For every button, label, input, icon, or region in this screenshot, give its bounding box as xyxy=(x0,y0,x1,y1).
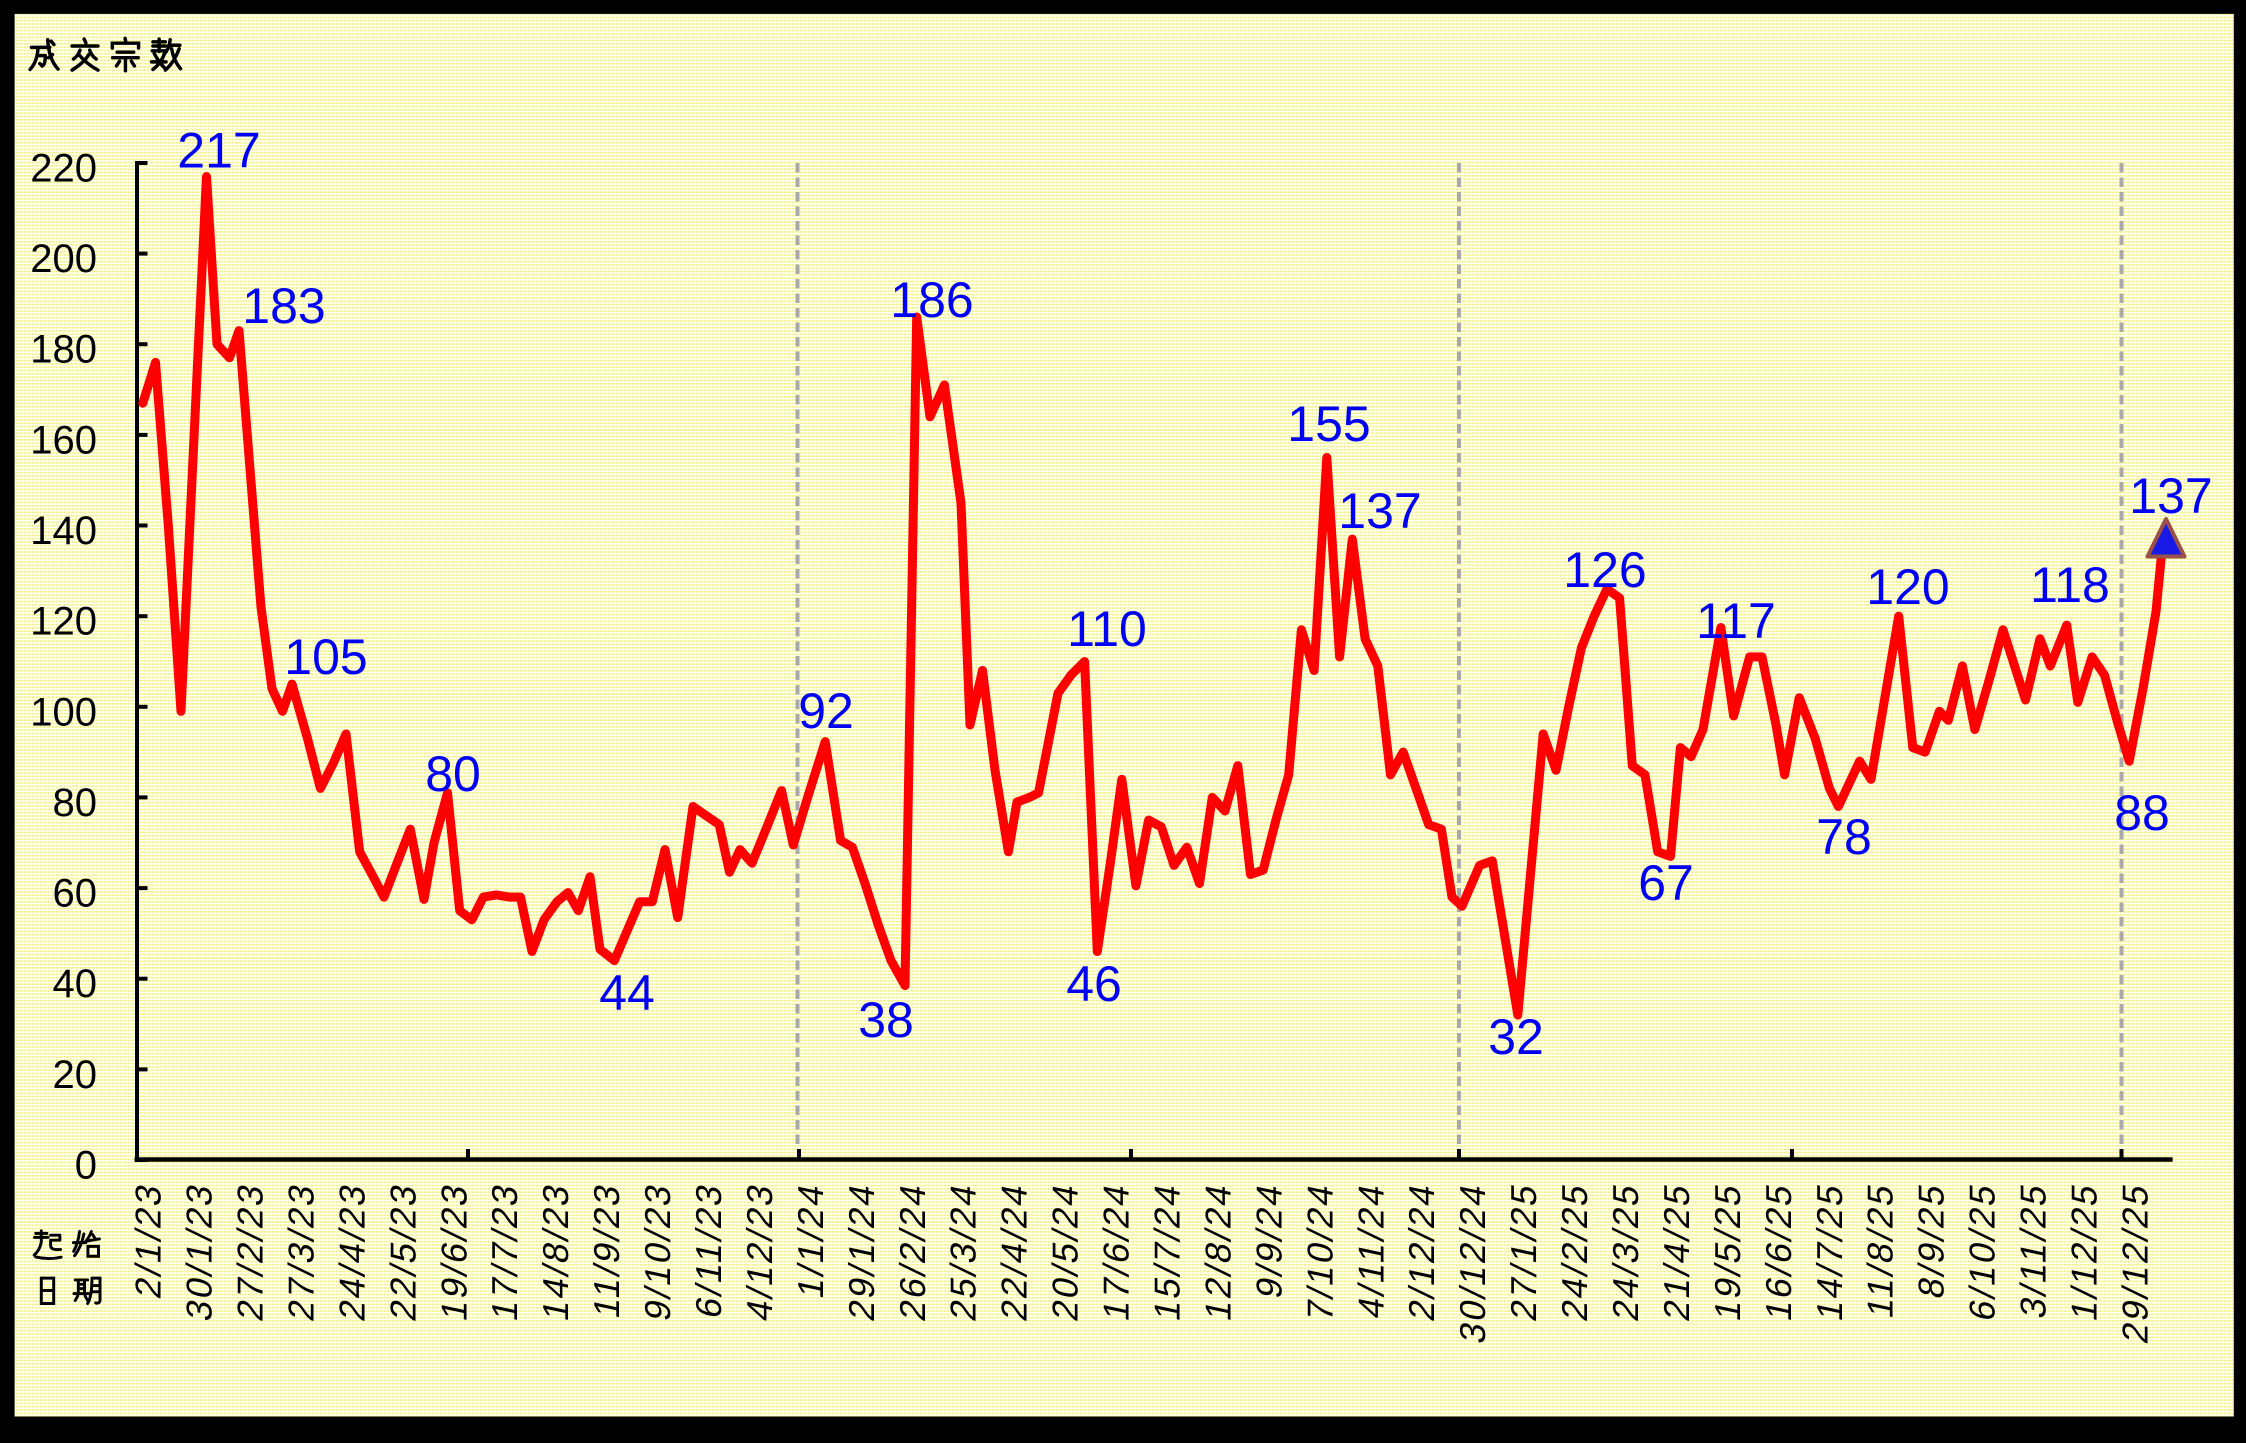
svg-text:14/8/23: 14/8/23 xyxy=(536,1178,577,1324)
svg-text:3/11/25: 3/11/25 xyxy=(2013,1178,2054,1322)
svg-text:186: 186 xyxy=(890,272,973,328)
svg-text:217: 217 xyxy=(177,123,260,179)
svg-text:110: 110 xyxy=(1067,601,1147,657)
svg-text:117: 117 xyxy=(1696,593,1776,649)
svg-text:16/6/25: 16/6/25 xyxy=(1758,1178,1799,1324)
svg-text:60: 60 xyxy=(53,872,98,916)
svg-text:4/11/24: 4/11/24 xyxy=(1351,1178,1392,1322)
svg-text:120: 120 xyxy=(30,600,97,644)
svg-text:88: 88 xyxy=(2114,785,2170,841)
svg-text:2/12/24: 2/12/24 xyxy=(1402,1178,1443,1324)
svg-text:137: 137 xyxy=(1338,483,1421,539)
svg-text:92: 92 xyxy=(798,683,854,739)
svg-text:200: 200 xyxy=(30,237,97,281)
svg-text:155: 155 xyxy=(1287,396,1370,452)
svg-text:17/7/23: 17/7/23 xyxy=(485,1178,526,1324)
svg-text:32: 32 xyxy=(1488,1009,1544,1065)
svg-text:11/9/23: 11/9/23 xyxy=(586,1178,627,1322)
svg-text:24/2/25: 24/2/25 xyxy=(1554,1178,1595,1324)
svg-text:44: 44 xyxy=(599,965,655,1021)
svg-text:29/12/25: 29/12/25 xyxy=(2115,1178,2156,1347)
svg-text:46: 46 xyxy=(1066,956,1122,1012)
svg-text:78: 78 xyxy=(1816,809,1872,865)
svg-text:15/7/24: 15/7/24 xyxy=(1147,1178,1188,1324)
svg-text:80: 80 xyxy=(53,781,98,825)
svg-text:11/8/25: 11/8/25 xyxy=(1860,1178,1901,1322)
svg-text:1/1/24: 1/1/24 xyxy=(790,1178,831,1302)
svg-text:105: 105 xyxy=(284,629,367,685)
svg-text:38: 38 xyxy=(858,992,914,1048)
svg-text:27/3/23: 27/3/23 xyxy=(281,1178,322,1324)
svg-text:4/12/23: 4/12/23 xyxy=(739,1178,780,1324)
svg-text:220: 220 xyxy=(30,147,97,191)
svg-text:27/1/25: 27/1/25 xyxy=(1503,1178,1544,1324)
svg-text:6/10/25: 6/10/25 xyxy=(1962,1178,2003,1324)
svg-text:21/4/25: 21/4/25 xyxy=(1656,1178,1697,1324)
svg-text:9/10/23: 9/10/23 xyxy=(637,1178,678,1324)
svg-text:20: 20 xyxy=(53,1053,98,1097)
svg-text:2/1/23: 2/1/23 xyxy=(128,1178,169,1302)
svg-text:30/1/23: 30/1/23 xyxy=(179,1178,220,1324)
svg-text:22/5/23: 22/5/23 xyxy=(383,1178,424,1324)
svg-text:19/5/25: 19/5/25 xyxy=(1707,1178,1748,1324)
svg-text:29/1/24: 29/1/24 xyxy=(841,1178,882,1324)
svg-text:26/2/24: 26/2/24 xyxy=(892,1178,933,1324)
svg-text:8/9/25: 8/9/25 xyxy=(1911,1178,1952,1302)
svg-text:118: 118 xyxy=(2030,557,2110,613)
svg-text:27/2/23: 27/2/23 xyxy=(230,1178,271,1324)
svg-text:1/12/25: 1/12/25 xyxy=(2064,1178,2105,1324)
svg-text:67: 67 xyxy=(1638,855,1694,911)
svg-text:6/11/23: 6/11/23 xyxy=(688,1178,729,1322)
svg-text:80: 80 xyxy=(425,746,481,802)
svg-text:30/12/24: 30/12/24 xyxy=(1452,1178,1493,1347)
svg-text:9/9/24: 9/9/24 xyxy=(1249,1178,1290,1302)
svg-text:120: 120 xyxy=(1866,559,1949,615)
svg-text:183: 183 xyxy=(242,278,325,334)
svg-text:7/10/24: 7/10/24 xyxy=(1300,1178,1341,1324)
svg-text:19/6/23: 19/6/23 xyxy=(434,1178,475,1324)
svg-text:160: 160 xyxy=(30,418,97,462)
svg-text:24/4/23: 24/4/23 xyxy=(332,1178,373,1324)
svg-text:12/8/24: 12/8/24 xyxy=(1198,1178,1239,1324)
svg-text:126: 126 xyxy=(1563,542,1646,598)
svg-text:20/5/24: 20/5/24 xyxy=(1045,1178,1086,1324)
svg-text:100: 100 xyxy=(30,690,97,734)
svg-text:14/7/25: 14/7/25 xyxy=(1809,1178,1850,1324)
svg-text:25/3/24: 25/3/24 xyxy=(943,1178,984,1324)
svg-text:40: 40 xyxy=(53,962,98,1006)
svg-text:22/4/24: 22/4/24 xyxy=(994,1178,1035,1324)
svg-text:0: 0 xyxy=(75,1144,97,1188)
svg-text:180: 180 xyxy=(30,328,97,372)
svg-text:140: 140 xyxy=(30,509,97,553)
svg-text:24/3/25: 24/3/25 xyxy=(1605,1178,1646,1324)
svg-text:137: 137 xyxy=(2129,468,2212,524)
svg-text:17/6/24: 17/6/24 xyxy=(1096,1178,1137,1324)
